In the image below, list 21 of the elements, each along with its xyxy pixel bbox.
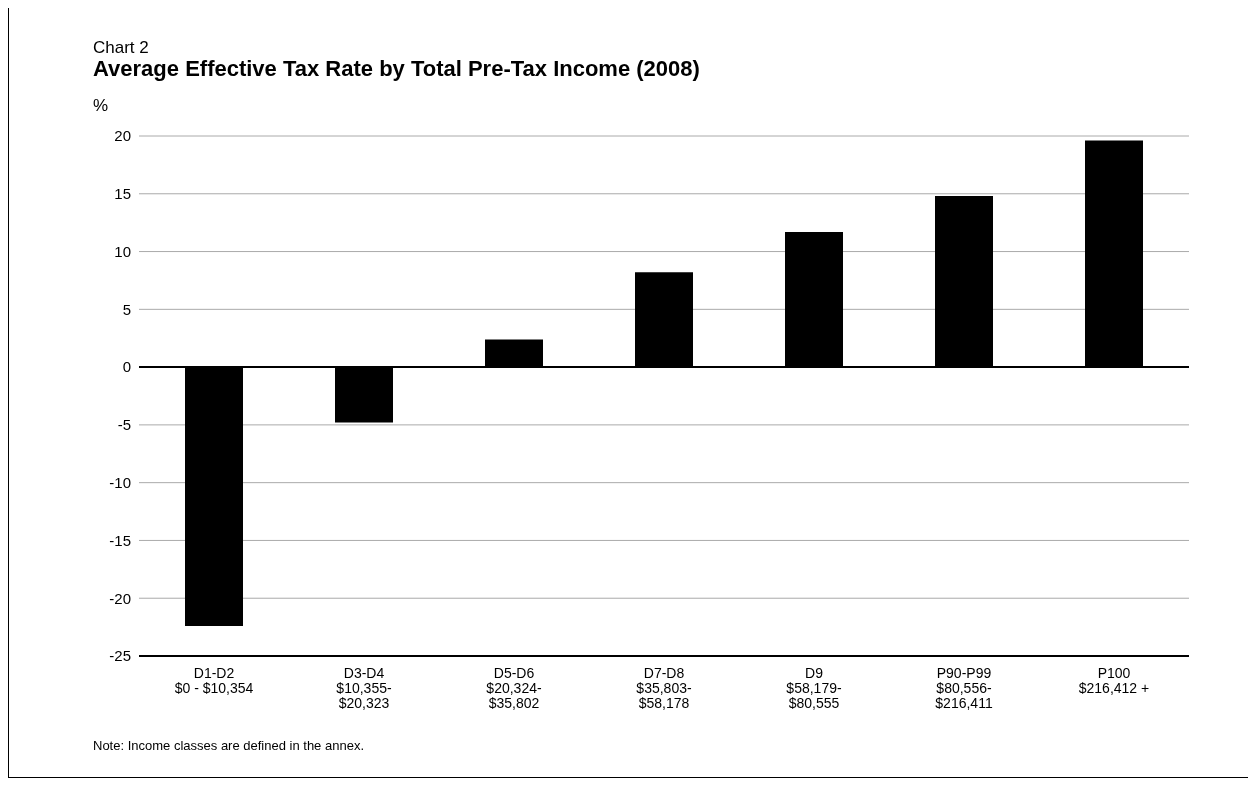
x-tick-label: P90-P99 $80,556- $216,411 <box>935 665 993 711</box>
x-tick-label: P100 $216,412 + <box>1078 665 1150 696</box>
y-tick-label: -10 <box>109 473 131 491</box>
x-tick-label: D5-D6 $20,324- $35,802 <box>486 665 542 711</box>
y-tick-label: 20 <box>114 127 131 145</box>
y-tick-label: 15 <box>114 185 131 203</box>
y-tick-label: -5 <box>117 416 131 434</box>
y-tick-label: 10 <box>114 242 131 260</box>
chart-subtitle: Chart 2 <box>93 38 149 58</box>
x-tick-label: D7-D8 $35,803- $58,178 <box>636 665 692 711</box>
y-tick-label: -20 <box>109 589 131 607</box>
y-tick-label: -15 <box>109 531 131 549</box>
x-tick-label: D9 $58,179- $80,555 <box>786 665 842 711</box>
y-tick-label: 5 <box>122 300 131 318</box>
x-tick-label: D1-D2 $0 - $10,354 <box>174 665 254 696</box>
y-tick-label: -25 <box>109 647 131 665</box>
x-tick-label: D3-D4 $10,355- $20,323 <box>336 665 392 711</box>
y-tick-label: 0 <box>122 358 131 376</box>
chart-title: Average Effective Tax Rate by Total Pre-Tax Income (2008) <box>93 56 700 82</box>
text: Note: Income classes are defined in the annex. <box>93 738 364 753</box>
y-axis-title: % <box>93 96 109 116</box>
